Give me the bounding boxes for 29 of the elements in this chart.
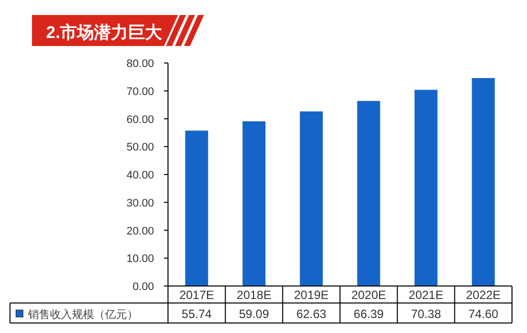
bar [300, 111, 323, 286]
data-label: 66.39 [354, 307, 384, 321]
x-tick-label: 2021E [408, 288, 444, 302]
y-tick-label: 60.00 [126, 114, 154, 126]
y-tick-label: 0.00 [132, 281, 154, 293]
x-tick-label: 2017E [179, 288, 214, 302]
bar [185, 130, 208, 286]
bar [357, 100, 380, 286]
y-tick-label: 30.00 [126, 197, 154, 210]
y-tick-label: 20.00 [126, 225, 154, 238]
data-label: 55.74 [182, 307, 212, 321]
y-tick-label: 80.00 [126, 58, 154, 70]
y-tick-label: 70.00 [126, 86, 154, 98]
data-label: 74.60 [468, 307, 499, 321]
x-tick-label: 2022E [466, 288, 501, 302]
x-tick-label: 2019E [294, 288, 329, 302]
y-tick-label: 50.00 [126, 142, 154, 154]
y-tick-label: 10.00 [126, 253, 154, 266]
data-label: 62.63 [296, 307, 327, 321]
x-tick-label: 2018E [236, 288, 272, 302]
chart-title: 2.市场潜力巨大 [46, 23, 164, 42]
bar [242, 121, 266, 286]
y-tick-label: 40.00 [126, 170, 154, 182]
x-tick-label: 2020E [351, 288, 386, 302]
legend-label: 销售收入规模（亿元） [27, 308, 138, 321]
data-label: 70.38 [410, 307, 442, 321]
bar [472, 78, 495, 286]
bar [414, 90, 438, 286]
data-label: 59.09 [238, 307, 270, 321]
